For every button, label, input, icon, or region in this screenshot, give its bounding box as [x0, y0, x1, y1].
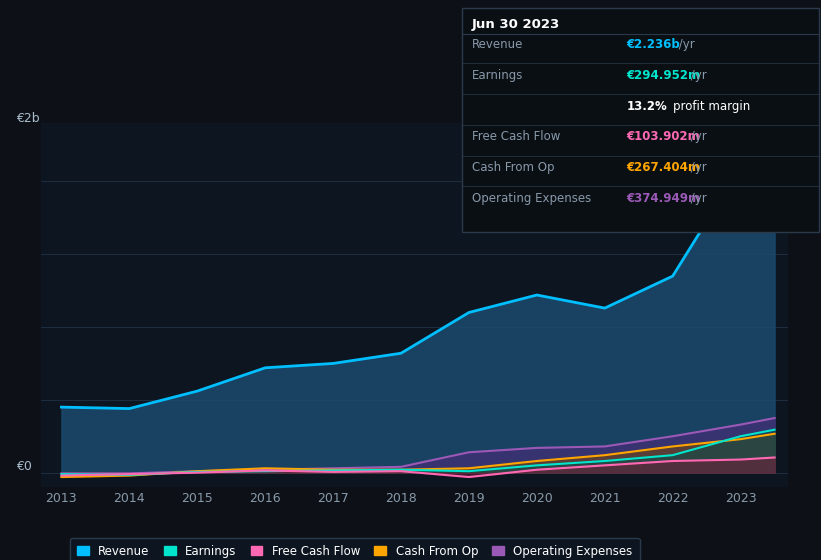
Text: Earnings: Earnings	[472, 69, 524, 82]
Text: €267.404m: €267.404m	[626, 161, 700, 174]
Text: €2.236b: €2.236b	[626, 38, 680, 51]
Text: €0: €0	[16, 460, 32, 473]
Text: /yr: /yr	[686, 69, 706, 82]
Text: Cash From Op: Cash From Op	[472, 161, 554, 174]
Text: Operating Expenses: Operating Expenses	[472, 192, 591, 205]
Text: /yr: /yr	[686, 130, 706, 143]
Text: /yr: /yr	[686, 192, 706, 205]
Text: /yr: /yr	[676, 38, 695, 51]
Text: €294.952m: €294.952m	[626, 69, 700, 82]
Text: €2b: €2b	[16, 112, 40, 125]
Text: 13.2%: 13.2%	[626, 100, 667, 113]
Text: /yr: /yr	[686, 161, 706, 174]
Text: €103.902m: €103.902m	[626, 130, 700, 143]
Text: Revenue: Revenue	[472, 38, 524, 51]
Text: profit margin: profit margin	[673, 100, 750, 113]
Text: Free Cash Flow: Free Cash Flow	[472, 130, 561, 143]
Legend: Revenue, Earnings, Free Cash Flow, Cash From Op, Operating Expenses: Revenue, Earnings, Free Cash Flow, Cash …	[70, 538, 640, 560]
Text: Jun 30 2023: Jun 30 2023	[472, 18, 560, 31]
Text: €374.949m: €374.949m	[626, 192, 700, 205]
